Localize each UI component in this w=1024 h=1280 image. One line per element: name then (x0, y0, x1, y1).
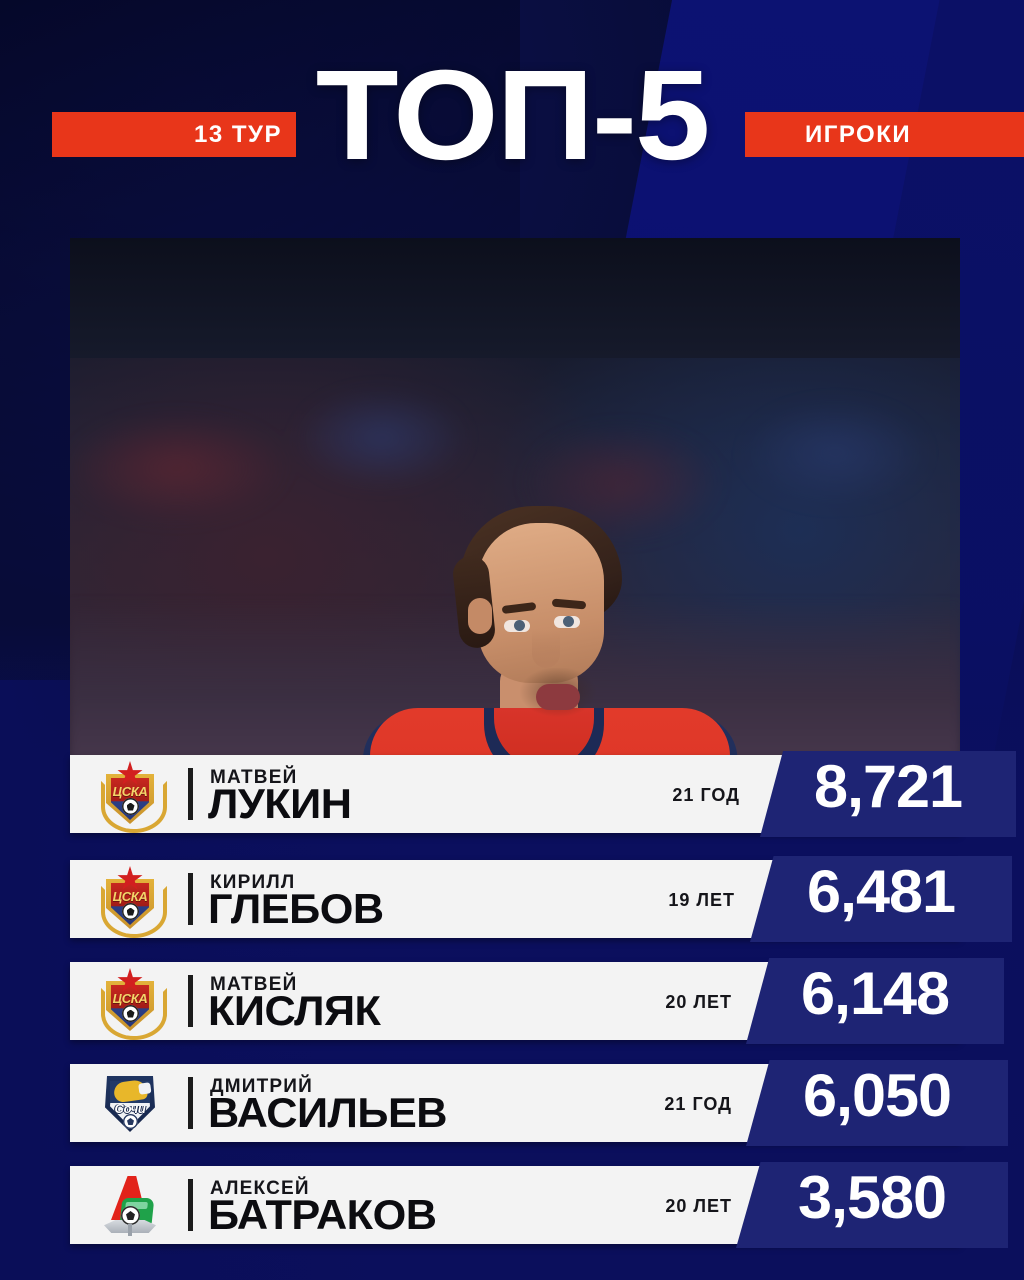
cska-ball-icon (122, 1005, 139, 1022)
player-first-name: АЛЕКСЕЙ (210, 1178, 310, 1199)
round-label: 13 ТУР (194, 120, 282, 148)
club-crest-cska-icon: ЦСКА (97, 968, 167, 1040)
value-badge-shape (746, 958, 1004, 1044)
lokomotiv-stem (128, 1224, 132, 1236)
player-pupil-right (563, 616, 574, 627)
photo-top-band (70, 238, 960, 358)
cska-crest-label: ЦСКА (112, 991, 148, 1006)
row-divider (188, 873, 193, 925)
player-nose (532, 630, 560, 668)
player-age: 20 ЛЕТ (665, 992, 732, 1012)
row-divider (188, 975, 193, 1027)
player-age: 21 ГОД (664, 1094, 732, 1114)
player-age: 19 ЛЕТ (668, 890, 735, 910)
value-badge: 8,721 (760, 751, 1016, 837)
table-row[interactable]: АЛЕКСЕЙ БАТРАКОВ 20 ЛЕТ 3,580 (70, 1162, 1008, 1248)
player-mouth (536, 684, 580, 710)
club-crest-sochi-icon: Сочи (97, 1070, 163, 1136)
club-crest-lokomotiv-icon (97, 1172, 163, 1238)
value-badge-shape (736, 1162, 1008, 1248)
player-first-name: ДМИТРИЙ (210, 1076, 314, 1097)
player-last-name: ВАСИЛЬЕВ (208, 1089, 448, 1136)
player-age: 21 ГОД (672, 785, 740, 805)
cska-wreath (101, 988, 167, 1040)
sochi-ball-icon (123, 1114, 138, 1129)
player-last-name: ЛУКИН (208, 780, 352, 827)
value-badge: 6,050 (746, 1060, 1008, 1146)
page-title: ТОП-5 (315, 44, 711, 187)
player-first-name: МАТВЕЙ (210, 767, 298, 788)
category-label: ИГРОКИ (805, 120, 912, 148)
lokomotiv-ball-icon (121, 1206, 140, 1225)
row-divider (188, 1077, 193, 1129)
sochi-crest-label: Сочи (114, 1101, 146, 1116)
player-value: 6,148 (800, 960, 950, 1027)
cska-crest-label: ЦСКА (112, 784, 148, 799)
row-divider (188, 1179, 193, 1231)
player-first-name: МАТВЕЙ (210, 974, 298, 995)
player-value: 8,721 (813, 753, 963, 820)
player-value: 6,050 (802, 1062, 952, 1129)
player-photo: ПСБ RWB FON BET FON BET ЦСКА (70, 238, 960, 768)
value-badge: 6,481 (750, 856, 1012, 942)
value-badge: 3,580 (736, 1162, 1008, 1248)
row-divider (188, 768, 193, 820)
value-badge-shape (746, 1060, 1008, 1146)
player-age: 20 ЛЕТ (665, 1196, 732, 1216)
club-crest-cska-icon: ЦСКА (97, 866, 167, 938)
cska-wreath (101, 886, 167, 938)
player-pupil-left (514, 620, 525, 631)
table-row[interactable]: ЦСКА МАТВЕЙ ЛУКИН 21 ГОД 8,721 (70, 751, 1016, 837)
cska-ball-icon (122, 903, 139, 920)
player-first-name: КИРИЛЛ (210, 872, 296, 893)
category-badge: ИГРОКИ (745, 112, 1024, 157)
player-value: 6,481 (806, 858, 956, 925)
table-row[interactable]: Сочи ДМИТРИЙ ВАСИЛЬЕВ 21 ГОД 6,050 (70, 1060, 1008, 1146)
value-badge-shape (760, 751, 1016, 837)
player-last-name: КИСЛЯК (208, 987, 381, 1034)
header: 13 ТУР ИГРОКИ ТОП-5 (0, 0, 1024, 230)
player-last-name: ГЛЕБОВ (208, 885, 384, 932)
player-value: 3,580 (797, 1164, 947, 1231)
table-row[interactable]: ЦСКА МАТВЕЙ КИСЛЯК 20 ЛЕТ 6,148 (70, 958, 1004, 1044)
round-badge: 13 ТУР (52, 112, 296, 157)
player-last-name: БАТРАКОВ (208, 1191, 437, 1238)
cska-wreath (101, 781, 167, 833)
club-crest-cska-icon: ЦСКА (97, 761, 167, 833)
cska-ball-icon (122, 798, 139, 815)
value-badge-shape (750, 856, 1012, 942)
player-ear (468, 598, 492, 634)
value-badge: 6,148 (746, 958, 1004, 1044)
table-row[interactable]: ЦСКА КИРИЛЛ ГЛЕБОВ 19 ЛЕТ 6,481 (70, 856, 1012, 942)
cska-crest-label: ЦСКА (112, 889, 148, 904)
